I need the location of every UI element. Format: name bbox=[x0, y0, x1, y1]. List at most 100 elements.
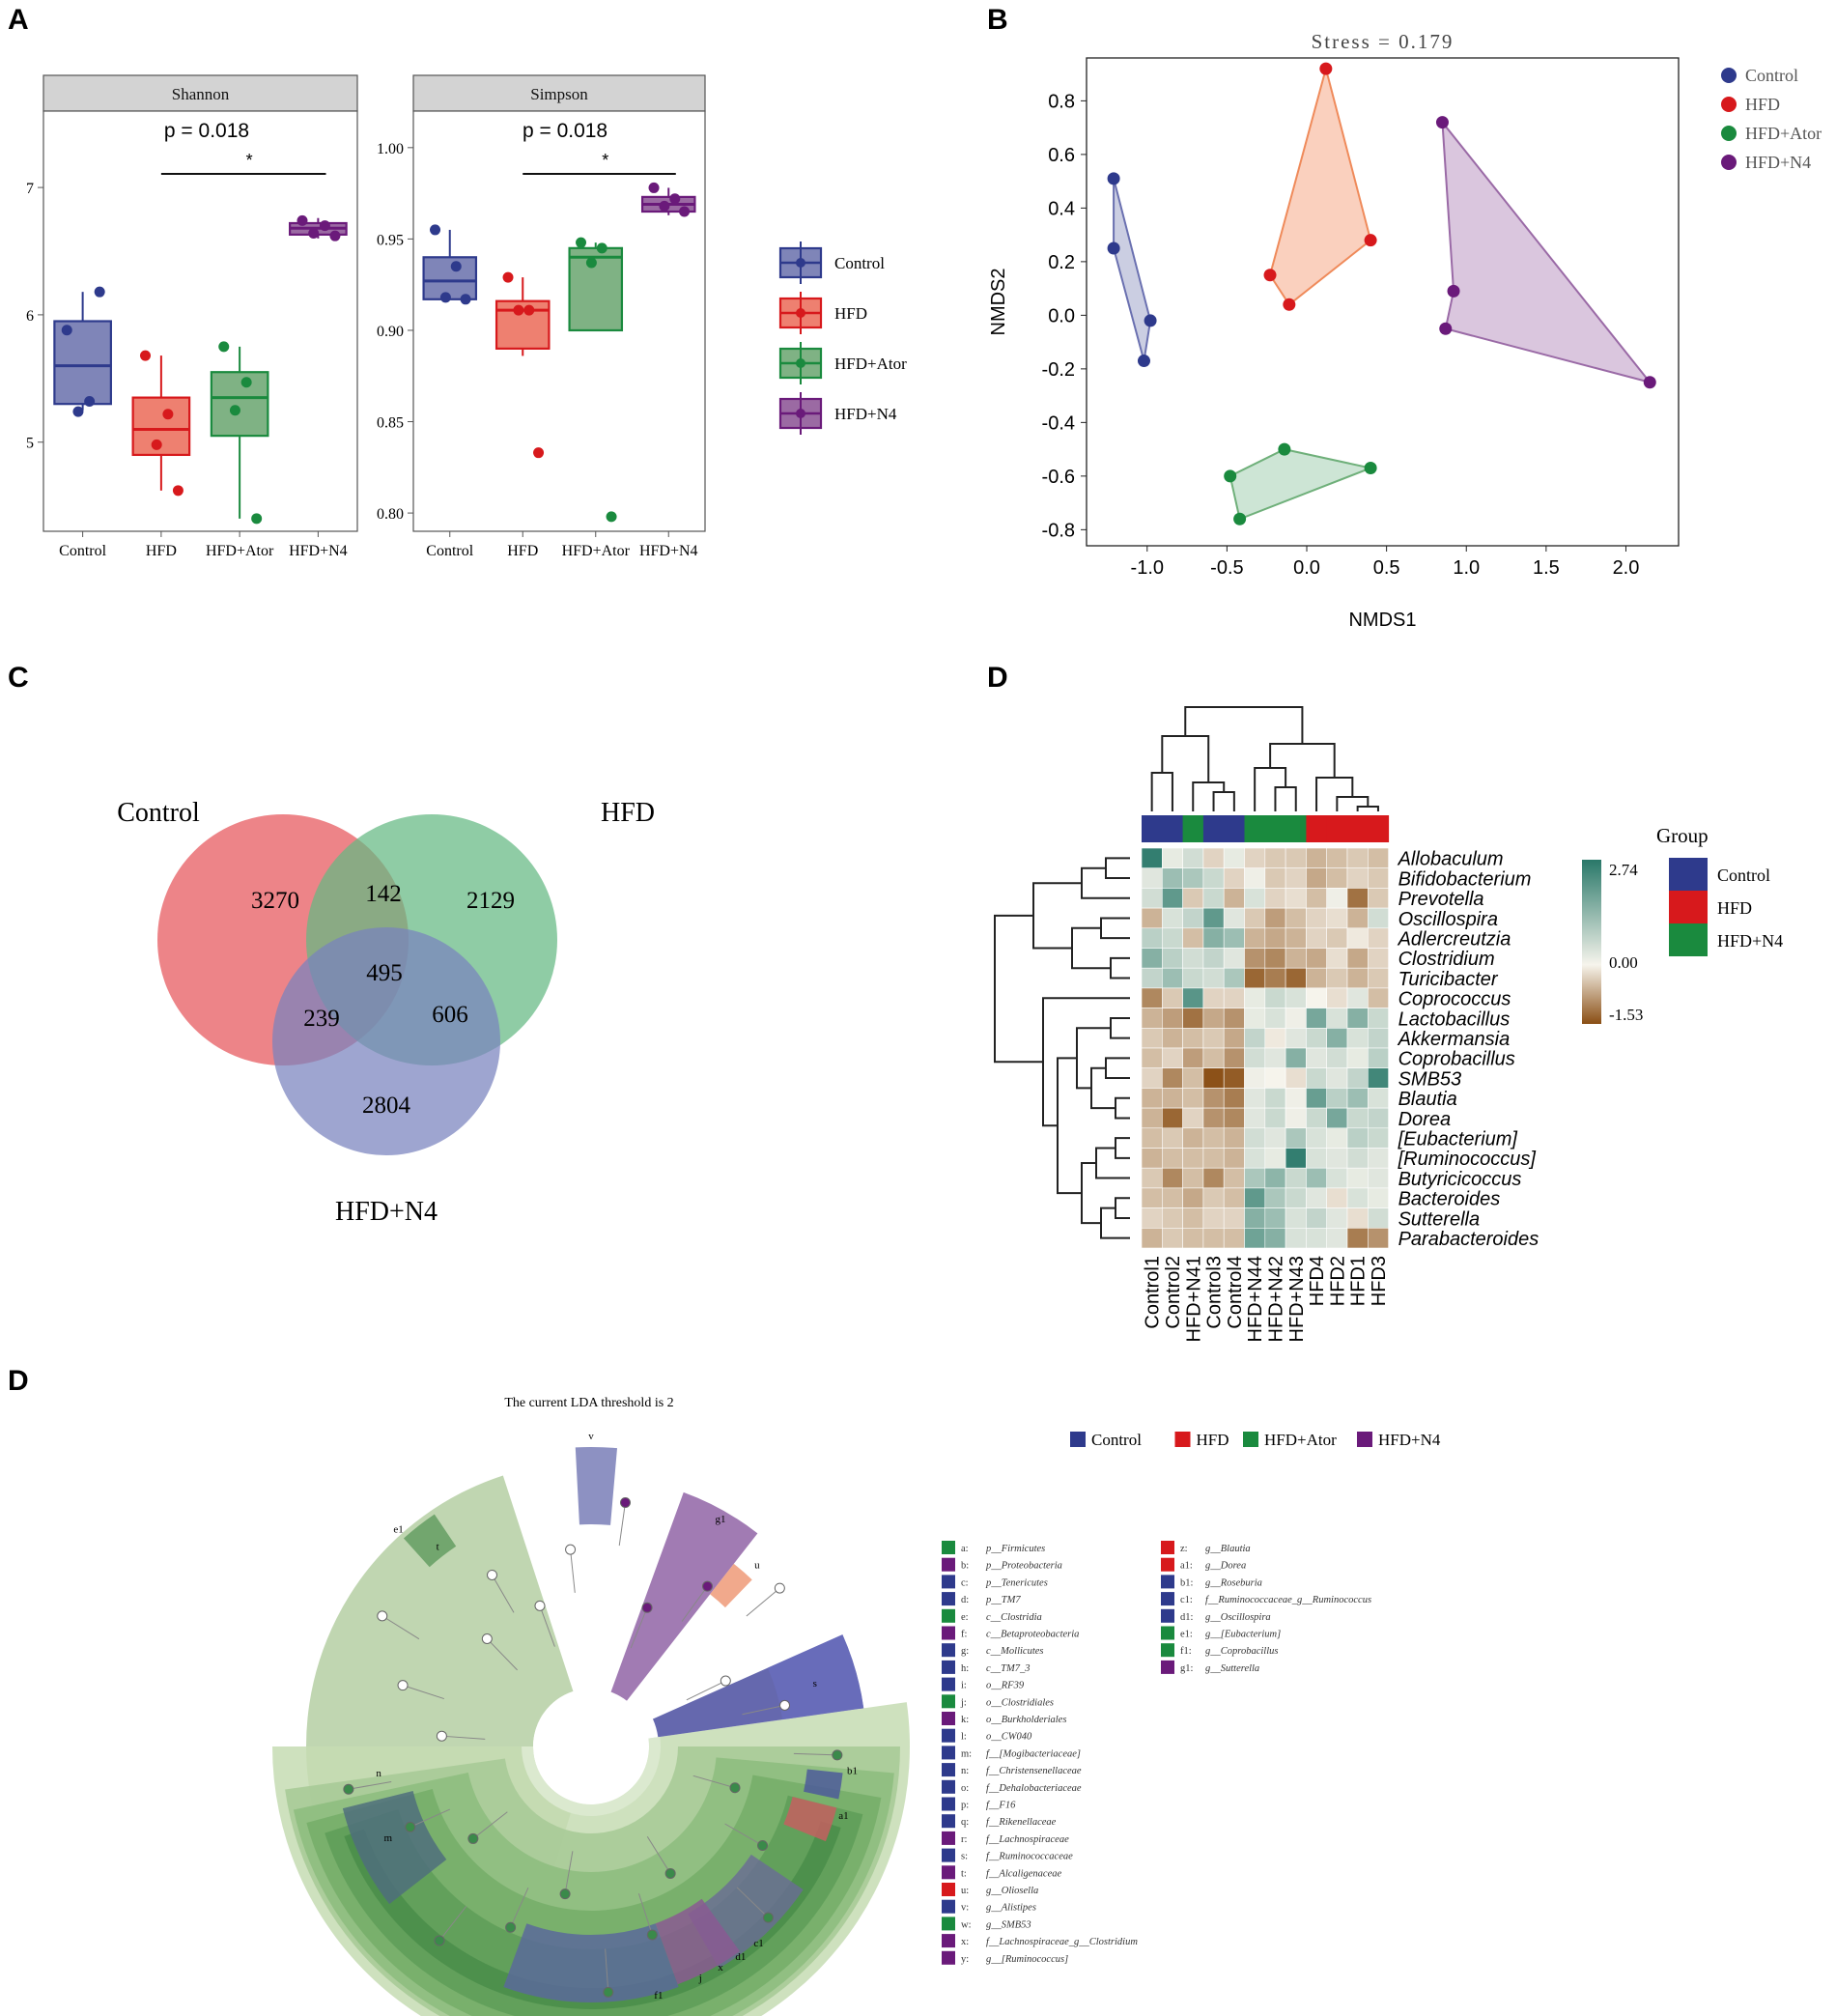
data-point bbox=[319, 220, 330, 232]
heatmap-cell bbox=[1202, 1207, 1225, 1229]
legend-label: HFD+N4 bbox=[1745, 153, 1811, 172]
taxon-name: f__Lachnospiraceae bbox=[986, 1834, 1069, 1845]
heatmap-cell bbox=[1244, 907, 1266, 929]
tree-node bbox=[729, 1782, 741, 1794]
row-label: Adlercreutzia bbox=[1398, 929, 1511, 951]
x-tick-label: 2.0 bbox=[1613, 557, 1640, 579]
taxon-key bbox=[1161, 1592, 1174, 1606]
heatmap-cell bbox=[1162, 1127, 1183, 1149]
tree-node bbox=[757, 1840, 769, 1851]
heatmap-cell bbox=[1306, 948, 1327, 969]
scatter-point bbox=[1224, 469, 1237, 483]
scatter-point bbox=[1439, 322, 1453, 335]
heatmap-cell bbox=[1346, 1027, 1369, 1049]
tree-node bbox=[481, 1633, 493, 1645]
heatmap-cell bbox=[1182, 867, 1204, 889]
taxon-name: f__[Mogibacteriaceae] bbox=[986, 1748, 1081, 1759]
tree-edge bbox=[510, 1887, 529, 1928]
taxon-code: s: bbox=[961, 1852, 968, 1862]
row-label: Turicibacter bbox=[1398, 969, 1499, 990]
taxon-code: y: bbox=[961, 1954, 969, 1965]
x-tick-label: 1.0 bbox=[1453, 557, 1480, 579]
taxon-code: b1: bbox=[1180, 1577, 1194, 1588]
heatmap-cell bbox=[1285, 888, 1307, 909]
data-point bbox=[596, 242, 607, 254]
heatmap-cell bbox=[1202, 967, 1225, 989]
heatmap-cell bbox=[1244, 1008, 1266, 1029]
tree-node bbox=[559, 1888, 571, 1900]
taxon-code: a: bbox=[961, 1544, 969, 1554]
heatmap-cell bbox=[1162, 948, 1183, 969]
data-point bbox=[669, 193, 681, 205]
y-tick-label: 0.8 bbox=[1048, 91, 1075, 112]
heatmap-cell bbox=[1306, 888, 1327, 909]
taxon-name: p__Tenericutes bbox=[985, 1577, 1048, 1588]
taxon-code: z: bbox=[1180, 1544, 1188, 1554]
legend-label: HFD+N4 bbox=[834, 405, 897, 423]
taxon-name: f__Alcaligenaceae bbox=[986, 1868, 1061, 1879]
heatmap-cell bbox=[1162, 967, 1183, 989]
plot-frame bbox=[412, 110, 706, 532]
tree-node bbox=[343, 1783, 354, 1795]
legend-label: HFD+N4 bbox=[1378, 1431, 1441, 1449]
taxon-code: m: bbox=[961, 1748, 972, 1759]
heatmap-cell bbox=[1202, 847, 1225, 869]
tree-node bbox=[701, 1580, 713, 1592]
tree-edge bbox=[492, 1575, 515, 1613]
heatmap-cell bbox=[1285, 847, 1307, 869]
taxon-code: d1: bbox=[1180, 1612, 1194, 1623]
taxon-code: c: bbox=[961, 1577, 969, 1588]
heatmap-cell bbox=[1202, 1187, 1225, 1208]
heatmap-cell bbox=[1244, 948, 1266, 969]
taxon-code: w: bbox=[961, 1919, 972, 1930]
heatmap-cell bbox=[1162, 927, 1183, 949]
heatmap-cell bbox=[1326, 888, 1348, 909]
group-bar-cell bbox=[1244, 815, 1266, 842]
scatter-point bbox=[1364, 462, 1377, 475]
taxon-name: c__Clostridia bbox=[986, 1612, 1042, 1623]
tree-edge bbox=[486, 1638, 518, 1671]
taxon-key bbox=[942, 1814, 955, 1829]
data-point bbox=[679, 206, 691, 217]
heatmap-cell bbox=[1202, 927, 1225, 949]
heatmap-cell bbox=[1285, 1207, 1307, 1229]
scatter-point bbox=[1263, 269, 1277, 282]
heatmap-cell bbox=[1141, 948, 1163, 969]
sector-label: f1 bbox=[654, 1990, 663, 2002]
taxon-key bbox=[942, 1917, 955, 1931]
scatter-point bbox=[1144, 314, 1157, 327]
venn-set-label: HFD bbox=[601, 798, 655, 828]
taxon-name: g__Oliosella bbox=[986, 1886, 1038, 1896]
y-tick-label: 0.85 bbox=[377, 415, 404, 432]
heatmap-cell bbox=[1346, 1047, 1369, 1069]
heatmap-cell bbox=[1223, 1187, 1245, 1208]
heatmap-cell bbox=[1367, 1088, 1389, 1109]
facet-title: Simpson bbox=[530, 85, 588, 103]
legend-dot bbox=[796, 358, 805, 368]
heatmap-cell bbox=[1162, 1107, 1183, 1129]
sector-label: m bbox=[383, 1832, 392, 1844]
heatmap-cell bbox=[1285, 1167, 1307, 1189]
heatmap-cell bbox=[1141, 907, 1163, 929]
heatmap-cell bbox=[1223, 1207, 1245, 1229]
tree-node bbox=[641, 1602, 653, 1613]
heatmap-cell bbox=[1264, 1107, 1286, 1129]
lda-threshold-title: The current LDA threshold is 2 bbox=[504, 1396, 673, 1410]
heatmap-cell bbox=[1141, 1187, 1163, 1208]
taxon-key bbox=[1161, 1575, 1174, 1589]
row-dendrogram-branch bbox=[1090, 1066, 1116, 1110]
heatmap-cell bbox=[1264, 1127, 1286, 1149]
heatmap-cell bbox=[1285, 867, 1307, 889]
venn-count: 2804 bbox=[362, 1093, 411, 1119]
taxon-code: j: bbox=[960, 1697, 967, 1708]
box-control bbox=[53, 320, 112, 406]
column-label: HFD+N42 bbox=[1265, 1256, 1286, 1342]
group-legend-key bbox=[1669, 923, 1708, 956]
heatmap-cell bbox=[1182, 1227, 1204, 1249]
heatmap-cell bbox=[1202, 1008, 1225, 1029]
tree-edge bbox=[348, 1780, 392, 1790]
data-point bbox=[172, 485, 184, 497]
data-point bbox=[61, 325, 72, 336]
heatmap-cell bbox=[1367, 888, 1389, 909]
taxon-key bbox=[1161, 1608, 1174, 1623]
